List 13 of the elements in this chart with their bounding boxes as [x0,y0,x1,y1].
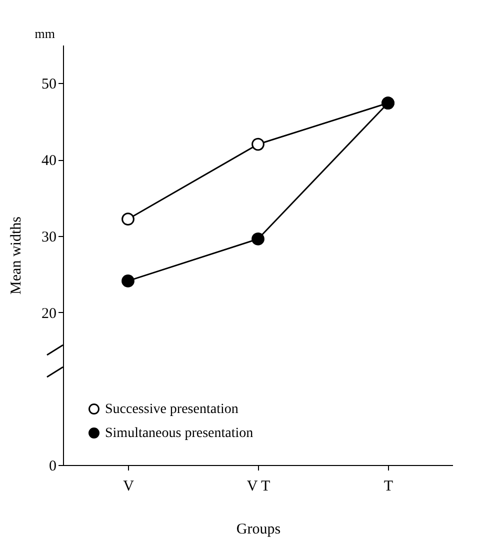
legend-label: Successive presentation [105,402,238,417]
y-tick-label: 50 [42,76,56,93]
x-axis-title: Groups [236,522,281,538]
x-tick-label: T [384,478,394,494]
y-tick-label: 40 [42,153,56,170]
y-tick-label: 30 [42,229,56,246]
y-axis-title: Mean widths [8,216,24,294]
y-tick-label: 0 [49,458,56,474]
legend-label: Simultaneous presentation [105,426,254,441]
text: mm [34,26,55,41]
x-tick-label: V [123,478,134,494]
x-tick-label: V T [246,478,270,494]
y-tick-label: 20 [42,306,56,322]
